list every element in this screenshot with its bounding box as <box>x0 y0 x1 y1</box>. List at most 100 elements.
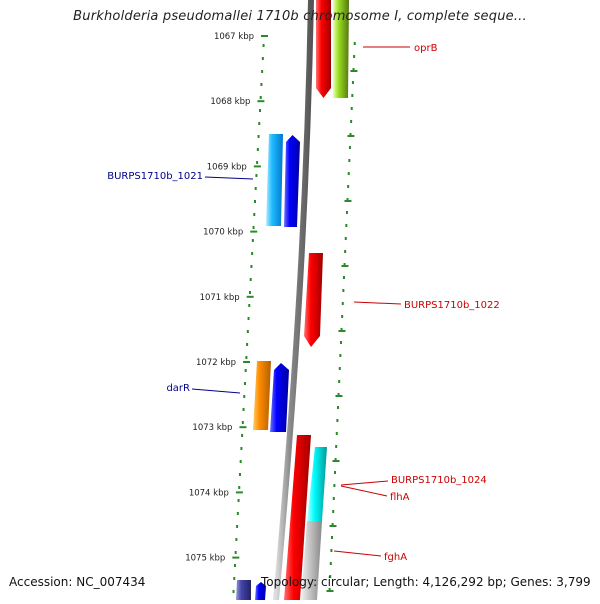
ruler-dot <box>347 185 350 188</box>
ruler-dot <box>235 538 238 541</box>
gene-label[interactable]: fghA <box>384 552 407 563</box>
ruler-dot <box>334 458 337 461</box>
ruler-dot <box>333 484 336 487</box>
ruler-dot <box>237 499 240 502</box>
ruler-minor-tick <box>344 200 352 202</box>
ruler-minor-tick <box>332 460 340 462</box>
ruler-dot <box>350 107 353 110</box>
ruler-dot <box>353 55 356 58</box>
gene-arrow-BURPS1710b-1024[interactable] <box>307 447 327 521</box>
ruler-tick <box>257 100 265 103</box>
gene-label-leader <box>191 388 241 394</box>
gene-label-layer[interactable]: oprB BURPS1710b_1021 BURPS1710b_1022 darR BU… <box>107 43 500 563</box>
ruler-label: 1070 kbp <box>203 228 243 238</box>
ruler-dot <box>344 237 347 240</box>
ruler-dot <box>336 419 339 422</box>
ruler-dot <box>347 172 350 175</box>
ruler-dot <box>342 289 345 292</box>
ruler-dot <box>238 486 241 489</box>
gene-arrow-blue-3[interactable] <box>255 582 266 600</box>
ruler-dot <box>352 68 355 71</box>
ruler-dot <box>236 512 239 515</box>
gene-label[interactable]: BURPS1710b_1022 <box>404 300 500 311</box>
gene-label[interactable]: BURPS1710b_1024 <box>391 475 487 486</box>
ruler-dot <box>250 265 253 268</box>
gene-label[interactable]: darR <box>166 383 190 394</box>
ruler-dot <box>337 393 340 396</box>
ruler-dot <box>331 536 333 539</box>
ruler-tick <box>261 35 268 37</box>
ruler-dot <box>246 343 249 346</box>
gene-label-leader <box>333 550 382 557</box>
ruler-minor-tick <box>341 265 349 267</box>
ruler-dot <box>256 161 259 164</box>
gene-label[interactable]: flhA <box>390 492 410 503</box>
gene-label[interactable]: BURPS1710b_1021 <box>107 171 203 182</box>
ruler-dot <box>345 224 348 227</box>
ruler-dot <box>253 213 256 216</box>
ruler-dot <box>348 159 351 162</box>
gene-arrow-red-3[interactable] <box>284 435 311 600</box>
ruler-dot <box>330 549 333 552</box>
gene-arrow-BURPS1710b-1022[interactable] <box>304 253 323 347</box>
ruler-dot <box>332 497 335 500</box>
ruler-dot <box>232 590 235 593</box>
ruler-tick <box>253 165 261 168</box>
ruler-label: 1067 kbp <box>214 32 254 42</box>
gene-label-leader <box>340 480 389 486</box>
gene-arrow-darR[interactable] <box>253 361 271 430</box>
ruler-dot <box>257 135 260 138</box>
ruler-dot <box>238 473 241 476</box>
ruler-dot <box>245 356 248 359</box>
gene-arrow-oprB[interactable] <box>316 0 331 98</box>
ruler-dot <box>260 83 263 86</box>
ruler-dot <box>258 109 261 112</box>
ruler-dot <box>342 276 345 279</box>
ruler-dot <box>249 278 252 281</box>
ruler-dot <box>339 341 342 344</box>
ruler-dot <box>256 148 259 151</box>
ruler-tick <box>246 295 254 298</box>
gene-label-leader <box>353 301 402 305</box>
ruler-dot <box>329 562 332 565</box>
ruler-dot <box>332 510 335 513</box>
ruler-label: 1075 kbp <box>185 554 225 564</box>
gene-arrow-BURPS1710b-1021[interactable] <box>266 134 283 226</box>
ruler-dot <box>253 200 256 203</box>
ruler-dot <box>348 146 351 149</box>
ruler-dot <box>338 367 341 370</box>
gene-arrow-blue-2[interactable] <box>270 363 289 432</box>
ruler-label: 1068 kbp <box>210 97 250 107</box>
ruler-dot <box>335 445 338 448</box>
gene-arrow-blue-1[interactable] <box>284 135 300 227</box>
ruler-dot <box>261 57 264 60</box>
gene-label-leader <box>340 485 388 497</box>
ruler-dot <box>350 120 353 123</box>
ruler-minor-tick <box>335 395 343 397</box>
ruler-dot <box>261 70 264 73</box>
sequence-title: Burkholderia pseudomallei 1710b chromoso… <box>73 9 527 24</box>
ruler-dot <box>343 263 346 266</box>
ruler-tick <box>250 230 258 233</box>
ruler-minor-tick <box>347 135 355 137</box>
ruler-label: 1069 kbp <box>207 162 247 172</box>
gene-arrow-fghA[interactable] <box>301 521 322 600</box>
ruler-dot <box>248 291 251 294</box>
ruler-dot <box>239 460 242 463</box>
ruler-dot <box>339 354 342 357</box>
gene-label[interactable]: oprB <box>414 43 438 54</box>
ruler-tick <box>232 556 240 559</box>
ruler-dot <box>241 421 244 424</box>
ruler-dot <box>341 315 344 318</box>
gene-arrow-purple[interactable] <box>236 580 251 600</box>
ruler-dot <box>234 551 237 554</box>
ruler-dot <box>329 575 332 578</box>
ruler-dot <box>240 447 243 450</box>
ruler-dot <box>336 406 339 409</box>
gene-arrow-lime[interactable] <box>333 0 349 98</box>
ruler-dot <box>258 122 261 125</box>
genes-layer[interactable] <box>236 0 349 600</box>
ruler-dot <box>251 252 254 255</box>
